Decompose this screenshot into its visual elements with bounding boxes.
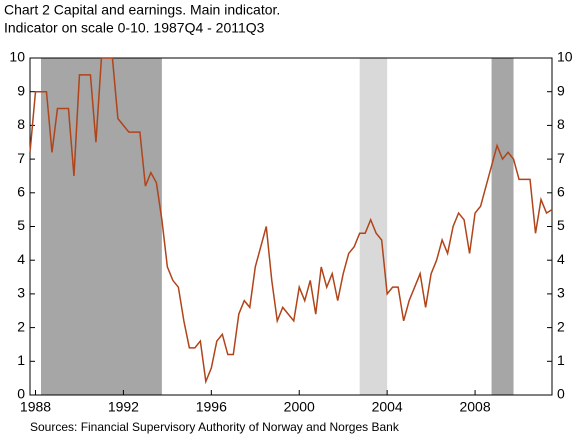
x-tick-label: 1988 [20, 399, 51, 415]
shaded-period [40, 58, 162, 395]
y-tick-label: 4 [17, 251, 25, 267]
source: Sources: Financial Supervisory Authority… [30, 420, 400, 434]
y-tick-label: 0 [17, 386, 25, 402]
y2-tick-label: 2 [557, 318, 565, 334]
x-tick-label: 1996 [196, 399, 227, 415]
y2-tick-label: 6 [557, 184, 565, 200]
y2-tick-label: 7 [557, 150, 565, 166]
y2-tick-label: 0 [557, 386, 565, 402]
data-line [29, 57, 553, 385]
y2-tick-label: 10 [557, 49, 573, 65]
y2-tick-label: 3 [557, 285, 565, 301]
y-tick-label: 2 [17, 318, 25, 334]
y2-tick-label: 4 [557, 251, 565, 267]
x-tick-label: 1992 [108, 399, 139, 415]
y-tick-label: 5 [17, 217, 25, 233]
y2-tick-label: 5 [557, 217, 565, 233]
x-tick-label: 2000 [284, 399, 315, 415]
y2-tick-label: 8 [557, 116, 565, 132]
y-tick-label: 10 [9, 49, 25, 65]
y-tick-label: 9 [17, 82, 25, 98]
y-tick-label: 6 [17, 184, 25, 200]
y-tick-label: 8 [17, 116, 25, 132]
x-tick-label: 2004 [372, 399, 403, 415]
x-tick-label: 2008 [459, 399, 490, 415]
y-tick-label: 1 [17, 352, 25, 368]
y-tick-label: 7 [17, 150, 25, 166]
shaded-period [491, 58, 514, 395]
chart-subtitle: Indicator on scale 0-10. 1987Q4 - 2011Q3 [4, 20, 265, 36]
y2-tick-label: 9 [557, 82, 565, 98]
y2-tick-label: 1 [557, 352, 565, 368]
chart-title: Chart 2 Capital and earnings. Main indic… [4, 2, 280, 18]
y-tick-label: 3 [17, 285, 25, 301]
